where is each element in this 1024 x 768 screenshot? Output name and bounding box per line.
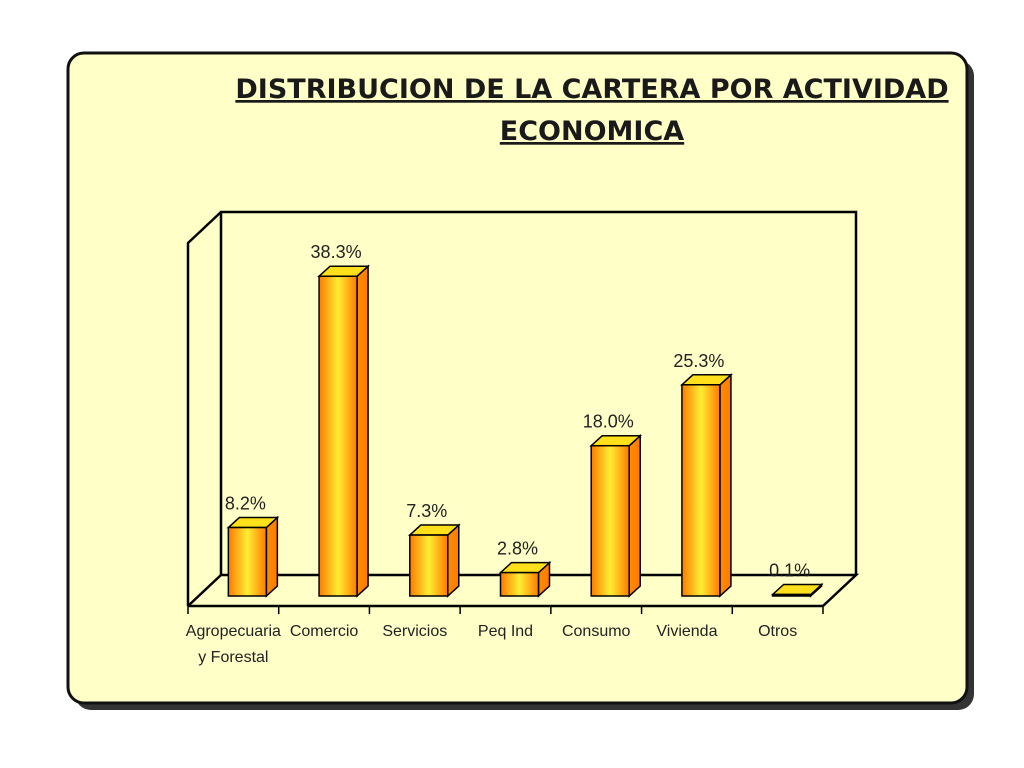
bar-7 [770, 582, 824, 598]
bar-side [265, 515, 279, 598]
bar-1 [226, 515, 280, 598]
value-label: 2.8% [497, 539, 538, 559]
category-label: Peq Ind [478, 623, 533, 640]
value-label: 18.0% [583, 412, 634, 432]
bar-side [628, 434, 641, 598]
back-wall [219, 210, 858, 575]
bar-front [590, 444, 630, 597]
bar-3 [407, 523, 461, 598]
bar-2 [317, 264, 371, 598]
bar-side [447, 523, 460, 598]
value-label: 0.1% [769, 561, 810, 581]
bar-front [771, 593, 812, 597]
category-label: Comercio [290, 623, 359, 640]
bar-front [499, 571, 540, 597]
bar-front [318, 275, 358, 597]
chart-title-line-1: DISTRIBUCION DE LA CARTERA POR ACTIVIDAD [235, 74, 948, 105]
category-label: Servicios [382, 623, 447, 640]
value-label: 38.3% [311, 242, 362, 262]
category-label: Agropecuaria [186, 623, 281, 640]
label-group: 8.2% Agropecuaria y Forestal 38.3% Comercio 7… [186, 242, 810, 666]
bar-front [681, 384, 721, 597]
left-wall [186, 211, 222, 606]
chart-panel [66, 51, 969, 705]
bar-group [226, 264, 824, 598]
category-label: y Forestal [198, 649, 268, 666]
bar-side [356, 264, 369, 598]
value-label: 7.3% [406, 501, 447, 521]
bar-6 [679, 373, 733, 598]
value-label: 8.2% [225, 494, 266, 514]
bar-5 [589, 434, 643, 598]
category-label: Otros [758, 623, 797, 640]
bar-front [227, 526, 268, 597]
category-label: Consumo [562, 623, 631, 640]
bar-side [719, 373, 732, 598]
value-label: 25.3% [673, 351, 724, 371]
chart-title-line-2: ECONOMICA [500, 116, 684, 147]
category-label: Vivienda [656, 623, 717, 640]
bar-front [409, 534, 449, 597]
bar-4 [498, 560, 552, 598]
plot-frame [186, 210, 860, 614]
